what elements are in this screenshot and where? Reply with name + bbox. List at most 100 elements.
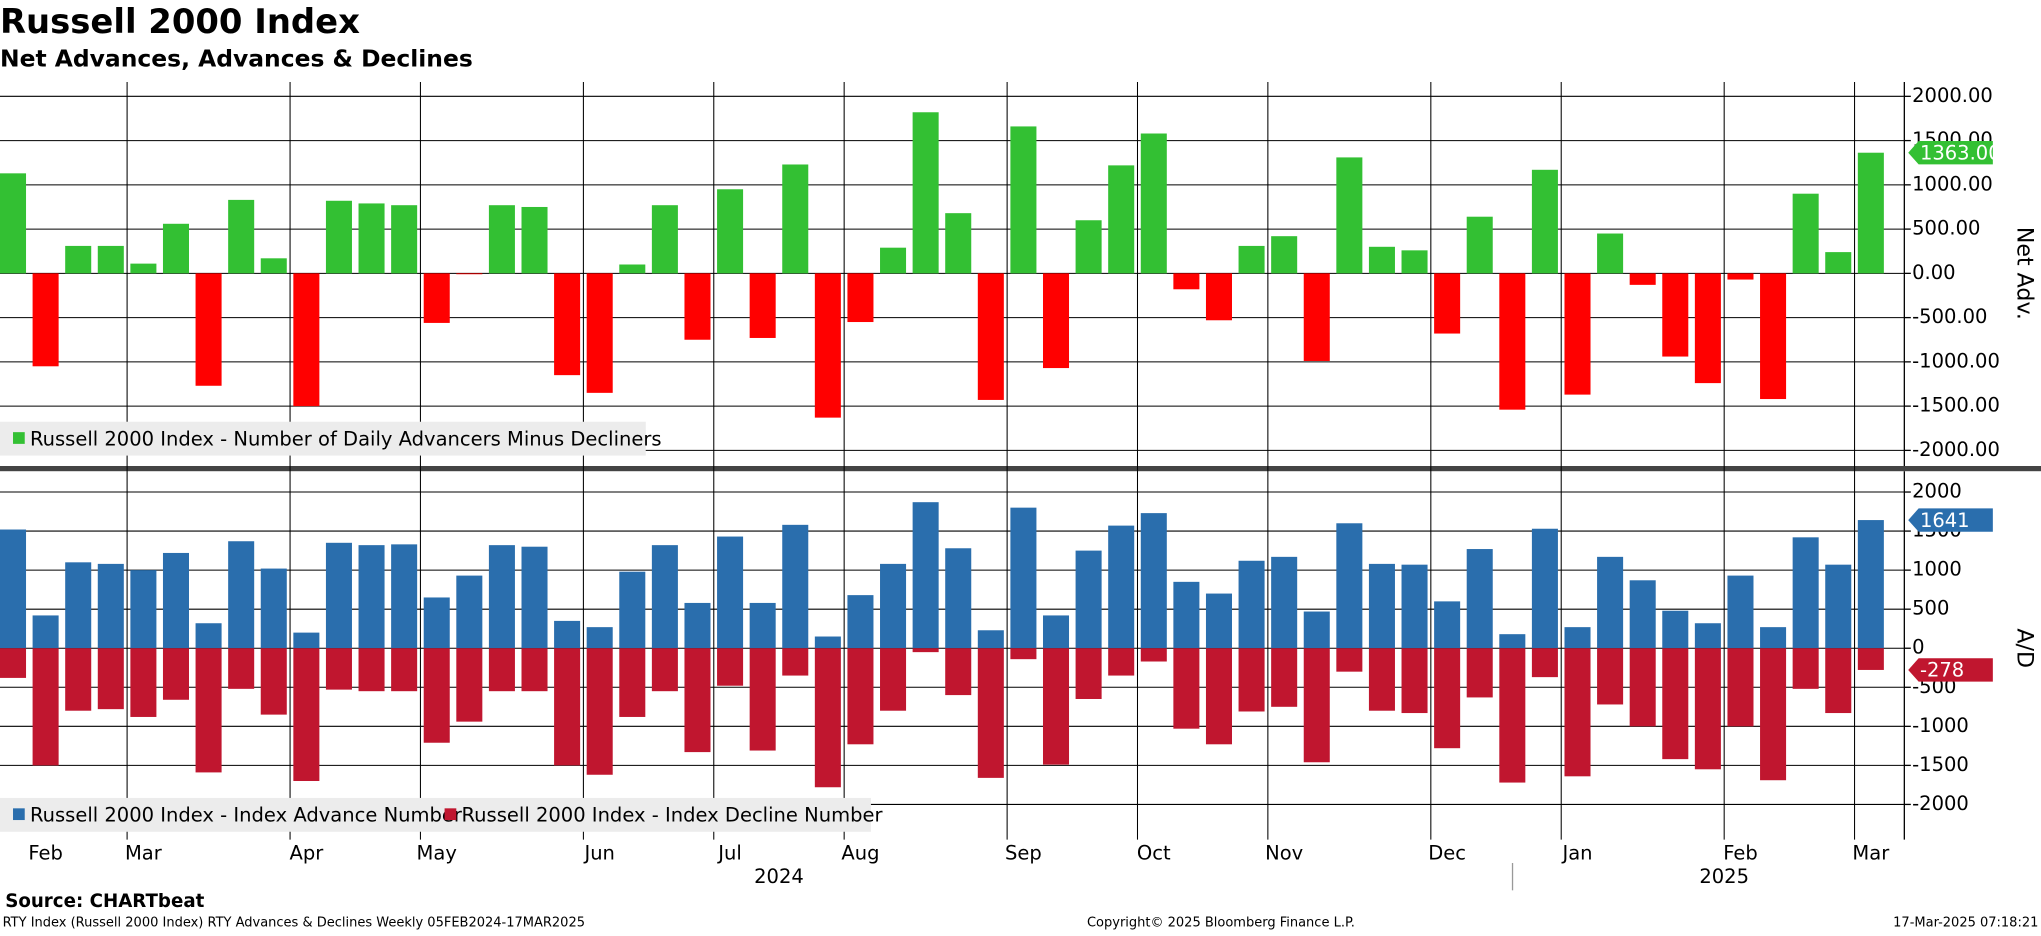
bar: [1597, 648, 1624, 705]
bar: [130, 263, 157, 274]
bar: [1499, 634, 1526, 649]
bar: [1205, 273, 1232, 321]
bar: [651, 648, 678, 692]
bar: [1727, 273, 1754, 280]
x-tick-label: Sep: [1005, 841, 1042, 864]
bar: [97, 563, 124, 649]
bar: [1042, 615, 1070, 649]
bar: [1727, 648, 1754, 727]
bar: [1825, 564, 1852, 649]
bar: [847, 273, 874, 323]
bar: [1694, 648, 1721, 770]
bar: [1010, 126, 1037, 274]
bar: [0, 648, 27, 678]
bar: [749, 602, 776, 649]
bar: [423, 597, 450, 649]
x-tick-label: Jan: [1560, 841, 1592, 864]
bar: [1564, 648, 1591, 777]
bar: [1042, 273, 1070, 369]
bar: [814, 648, 841, 788]
bar: [1531, 169, 1558, 274]
bar: [651, 205, 678, 274]
y-axis-title: A/D: [2012, 628, 2038, 668]
x-tick-label: Nov: [1265, 841, 1303, 864]
bar: [684, 648, 711, 753]
bar: [586, 627, 613, 649]
bar: [749, 273, 776, 338]
bar: [358, 203, 385, 274]
x-tick-label: Apr: [289, 841, 324, 864]
bar: [260, 258, 287, 274]
y-tick-label: 0: [1912, 636, 1924, 659]
bar: [1825, 648, 1852, 714]
bar: [684, 273, 711, 340]
y-tick-label: -500.00: [1912, 305, 1987, 328]
bar: [880, 563, 907, 649]
bar: [1760, 648, 1787, 781]
bar: [65, 245, 92, 274]
bar: [1792, 537, 1819, 649]
bar: [1597, 233, 1624, 274]
bar: [195, 273, 222, 386]
bar: [260, 568, 287, 649]
bar: [228, 648, 255, 689]
bar: [1205, 593, 1232, 649]
bar: [1564, 273, 1591, 395]
bar: [1466, 216, 1493, 274]
bar: [1205, 648, 1232, 745]
bar: [1075, 220, 1102, 274]
bar: [97, 245, 124, 274]
bar: [456, 273, 483, 275]
footer-description: RTY Index (Russell 2000 Index) RTY Advan…: [3, 915, 585, 930]
bar: [0, 173, 27, 274]
bar: [1760, 273, 1787, 400]
bar: [1434, 648, 1461, 749]
bar: [945, 213, 972, 274]
bar: [456, 648, 483, 722]
y-tick-label: -2000.00: [1912, 438, 2000, 461]
bar: [521, 206, 548, 274]
y-tick-label: 1000.00: [1912, 172, 1993, 195]
bar: [1303, 648, 1330, 763]
y-tick-label: 2000: [1912, 480, 1962, 503]
bar: [162, 648, 190, 700]
bar: [1564, 627, 1591, 649]
bar: [782, 524, 809, 649]
legend-box: [0, 797, 871, 832]
bar: [1368, 246, 1395, 274]
bar: [912, 648, 939, 653]
legend-label: Russell 2000 Index - Index Advance Numbe…: [30, 804, 463, 827]
bar: [260, 648, 287, 715]
bar: [586, 273, 613, 393]
y-tick-label: -1000: [1912, 714, 1969, 737]
bar: [65, 562, 92, 649]
x-tick-label: Feb: [1723, 841, 1758, 864]
bar: [1792, 193, 1819, 274]
bar: [488, 648, 515, 692]
bar: [814, 273, 841, 418]
bar: [1075, 550, 1102, 649]
bar: [228, 199, 255, 274]
legend-swatch: [13, 432, 25, 444]
bar: [1401, 648, 1428, 714]
bar: [619, 571, 646, 649]
bar: [32, 273, 59, 367]
bar: [1466, 549, 1493, 649]
bar: [1010, 648, 1037, 660]
bar: [782, 648, 809, 676]
bar: [1401, 250, 1428, 274]
x-tick-label: Mar: [125, 841, 163, 864]
x-tick-label: Jul: [716, 841, 742, 864]
bar: [325, 200, 352, 274]
bar: [32, 615, 59, 649]
bar: [65, 648, 92, 711]
y-tick-label: 2000.00: [1912, 84, 1993, 107]
bar: [1075, 648, 1102, 699]
bar: [1727, 575, 1754, 649]
bar: [0, 529, 27, 649]
bar: [1336, 648, 1363, 672]
bar: [195, 648, 222, 773]
bar: [1368, 563, 1395, 649]
bar: [391, 205, 418, 274]
